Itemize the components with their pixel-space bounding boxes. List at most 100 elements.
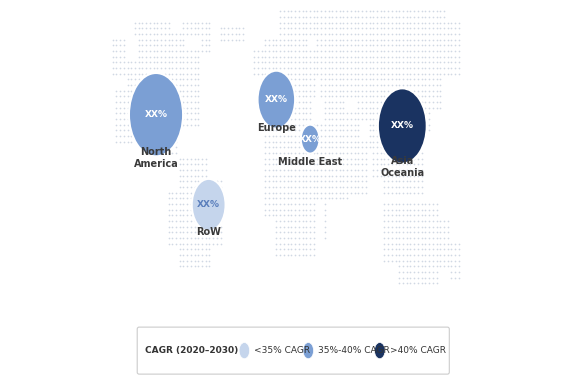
Point <box>116 65 125 71</box>
Point <box>324 354 333 360</box>
Point <box>439 20 449 26</box>
Point <box>153 127 162 133</box>
Point <box>409 144 419 150</box>
Point <box>357 65 367 71</box>
Point <box>302 110 311 116</box>
Point <box>331 54 340 60</box>
Point <box>317 150 326 156</box>
Point <box>186 156 196 162</box>
Point <box>287 161 296 167</box>
Point <box>234 25 244 31</box>
Point <box>313 36 322 42</box>
Point <box>302 178 311 184</box>
Point <box>194 105 203 111</box>
Point <box>320 190 329 196</box>
Point <box>320 156 329 162</box>
Point <box>291 196 300 202</box>
Point <box>402 54 411 60</box>
Point <box>395 178 404 184</box>
Point <box>253 343 262 349</box>
Point <box>175 59 184 65</box>
Point <box>276 93 285 99</box>
Point <box>309 212 318 218</box>
Point <box>305 156 314 162</box>
Point <box>447 48 456 54</box>
Point <box>409 354 419 360</box>
Point <box>182 201 192 207</box>
Point <box>343 42 352 48</box>
Point <box>294 150 303 156</box>
Point <box>160 20 170 26</box>
Point <box>395 184 404 190</box>
Point <box>391 42 400 48</box>
Point <box>383 246 393 252</box>
Point <box>265 156 274 162</box>
Point <box>372 65 382 71</box>
Point <box>380 127 389 133</box>
Point <box>317 156 326 162</box>
Point <box>153 59 162 65</box>
Point <box>145 122 155 128</box>
Point <box>435 224 445 230</box>
Point <box>216 337 225 343</box>
Point <box>298 246 307 252</box>
Point <box>387 8 397 14</box>
Point <box>194 252 203 258</box>
Point <box>417 8 426 14</box>
Point <box>153 65 162 71</box>
Point <box>417 258 426 264</box>
Point <box>138 116 147 122</box>
Point <box>409 82 419 88</box>
Point <box>383 354 393 360</box>
Point <box>276 144 285 150</box>
Point <box>421 48 430 54</box>
Point <box>302 337 311 343</box>
Point <box>421 71 430 77</box>
Point <box>309 93 318 99</box>
Point <box>182 31 192 37</box>
Point <box>220 25 229 31</box>
Point <box>194 54 203 60</box>
Point <box>421 241 430 247</box>
Point <box>197 184 207 190</box>
Point <box>380 133 389 139</box>
Point <box>305 201 314 207</box>
Point <box>164 93 173 99</box>
Point <box>417 110 426 116</box>
Point <box>413 144 423 150</box>
Point <box>406 343 415 349</box>
Point <box>380 25 389 31</box>
Point <box>201 36 210 42</box>
Point <box>313 196 322 202</box>
Point <box>201 161 210 167</box>
Point <box>291 207 300 213</box>
Point <box>298 122 307 128</box>
Point <box>454 20 463 26</box>
Point <box>320 139 329 145</box>
Point <box>324 71 333 77</box>
Point <box>383 71 393 77</box>
Point <box>409 337 419 343</box>
Point <box>383 150 393 156</box>
Point <box>201 354 210 360</box>
Point <box>305 71 314 77</box>
Point <box>287 82 296 88</box>
Point <box>320 8 329 14</box>
Point <box>142 99 151 105</box>
Point <box>413 36 423 42</box>
Point <box>123 116 132 122</box>
Point <box>439 48 449 54</box>
Point <box>361 354 371 360</box>
Point <box>171 337 181 343</box>
Point <box>276 133 285 139</box>
Point <box>361 20 371 26</box>
Point <box>328 105 337 111</box>
Point <box>409 105 419 111</box>
Point <box>291 178 300 184</box>
Point <box>398 167 408 173</box>
Point <box>291 161 300 167</box>
Point <box>179 82 188 88</box>
Point <box>424 88 434 94</box>
Point <box>387 20 397 26</box>
Point <box>320 167 329 173</box>
